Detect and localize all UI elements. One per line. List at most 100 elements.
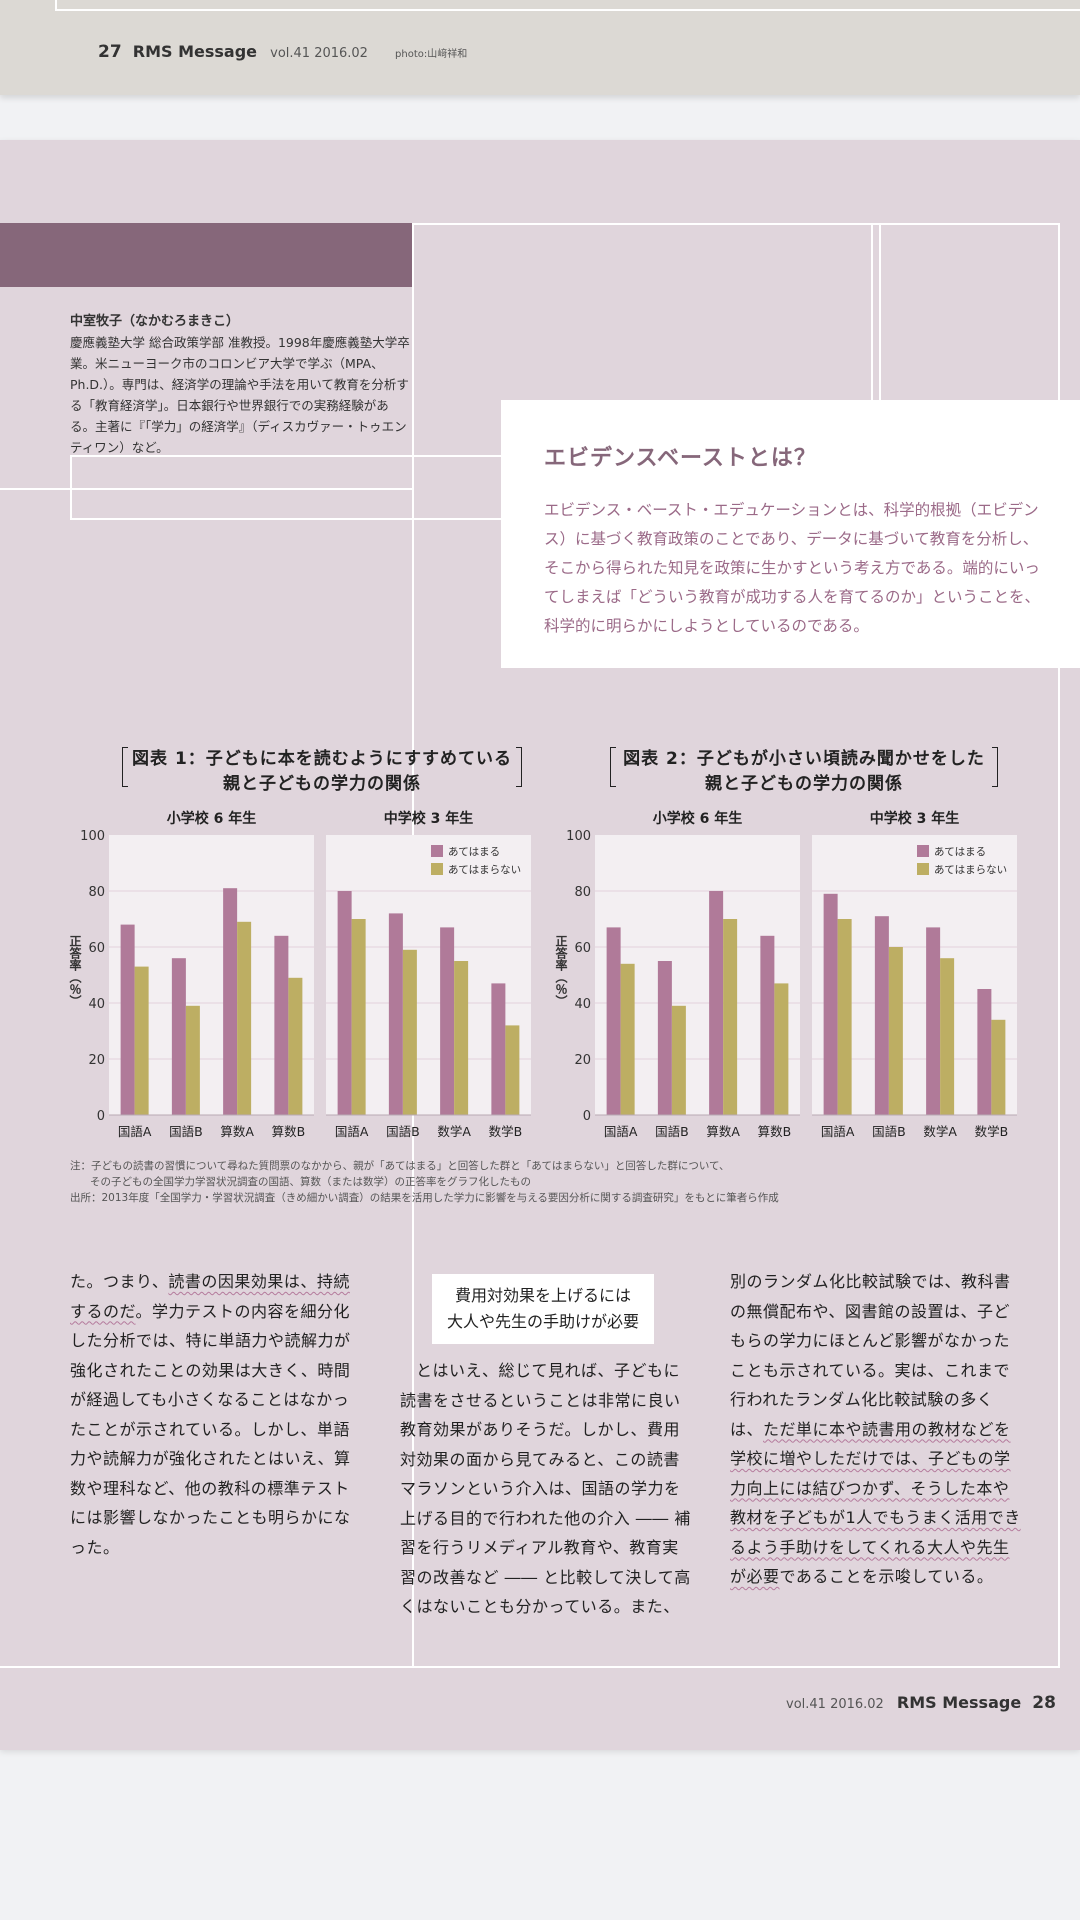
bar-no	[774, 983, 789, 1115]
col3-highlight: ただ単に本や読書用の教材などを学校に増やしただけでは、子どもの学力向上には結びつ…	[730, 1419, 1021, 1587]
y-tick-label: 60	[574, 941, 591, 956]
frame-line-left	[0, 287, 414, 490]
bracket-left	[122, 747, 128, 787]
bar-no	[185, 1005, 200, 1115]
category-label: 数学B	[489, 1124, 523, 1139]
y-tick-label: 100	[566, 829, 591, 844]
bar-no	[940, 958, 955, 1115]
category-label: 算数A	[220, 1124, 254, 1139]
bar-no	[723, 919, 738, 1115]
category-label: 数学A	[437, 1124, 471, 1139]
category-label: 国語A	[604, 1124, 638, 1139]
prev-page-number: 27	[98, 42, 122, 62]
prev-brand: RMS Message	[132, 42, 258, 61]
y-tick-label: 20	[574, 1053, 591, 1068]
bar-yes	[491, 983, 506, 1115]
legend-label-yes: あてはまる	[448, 846, 500, 858]
y-tick-label: 40	[88, 997, 105, 1012]
bar-yes	[337, 891, 352, 1115]
col1-highlight-2: するのだ	[70, 1301, 136, 1321]
bar-yes	[223, 888, 238, 1115]
legend-swatch-yes	[431, 845, 443, 857]
category-label: 数学A	[923, 1124, 957, 1139]
body-column-3: 別のランダム化比較試験では、教科書の無償配布や、図書館の設置は、子どもらの学力に…	[730, 1267, 1023, 1592]
category-label: 国語B	[872, 1124, 906, 1139]
bracket-right	[516, 747, 522, 787]
category-label: 国語B	[386, 1124, 420, 1139]
bar-yes	[760, 935, 775, 1115]
category-label: 国語B	[655, 1124, 689, 1139]
category-label: 数学B	[975, 1124, 1009, 1139]
category-label: 国語A	[118, 1124, 152, 1139]
category-label: 国語B	[169, 1124, 203, 1139]
bar-yes	[606, 927, 621, 1115]
col1-highlight-1: 読書の因果効果は、持続	[168, 1272, 350, 1291]
chart2-title: 図表 2：子どもが小さい頃読み聞かせをした 親と子どもの学力の関係	[610, 747, 998, 797]
bar-yes	[388, 913, 403, 1115]
y-tick-label: 80	[574, 885, 591, 900]
bar-no	[402, 949, 417, 1115]
note-line-3: 出所：2013年度「全国学力・学習状況調査（きめ細かい調査）の結果を活用した学力…	[70, 1192, 779, 1204]
evidence-box: エビデンスベーストとは？ エビデンス・ベースト・エデュケーションとは、科学的根拠…	[501, 400, 1080, 668]
category-label: 算数B	[758, 1124, 792, 1139]
legend-label-yes: あてはまる	[934, 846, 986, 858]
bar-yes	[171, 958, 186, 1115]
y-tick-label: 0	[583, 1109, 591, 1124]
panel-title: 中学校 3 年生	[384, 810, 474, 827]
note-line-2: その子どもの全国学力学習状況調査の国語、算数（または数学）の正答率をグラフ化した…	[90, 1176, 531, 1188]
frame-line-bottom	[0, 1520, 1060, 1668]
previous-page-band	[0, 0, 1080, 95]
bar-no	[620, 963, 635, 1115]
legend-swatch-no	[917, 863, 929, 875]
legend-label-no: あてはまらない	[934, 864, 1007, 876]
evidence-body: エビデンス・ベースト・エデュケーションとは、科学的根拠（エビデンス）に基づく教育…	[544, 501, 1041, 635]
header-color-bar	[0, 223, 412, 287]
page-footer: vol.41 2016.02 RMS Message 28	[786, 1693, 1056, 1713]
col3-text-a: 別のランダム化比較試験では、教科書の無償配布や、図書館の設置は、子どもらの学力に…	[730, 1272, 1011, 1439]
bar-no	[888, 947, 903, 1115]
y-tick-label: 60	[88, 941, 105, 956]
section-subheading: 費用対効果を上げるには 大人や先生の手助けが必要	[432, 1274, 654, 1344]
author-profile: 中室牧子（なかむろまきこ） 慶應義塾大学 総合政策学部 准教授。1998年慶應義…	[70, 311, 410, 458]
bar-yes	[120, 924, 135, 1115]
legend-swatch-no	[431, 863, 443, 875]
category-label: 国語A	[821, 1124, 855, 1139]
bar-no	[237, 921, 252, 1115]
footer-page-number: 28	[1032, 1693, 1056, 1713]
bar-yes	[926, 927, 941, 1115]
chart1-title: 図表 1：子どもに本を読むようにすすめている 親と子どもの学力の関係	[122, 747, 522, 797]
note-line-1: 注：子どもの読書の習慣について尋ねた質問票のなかから、親が「あてはまる」と回答し…	[70, 1160, 730, 1172]
category-label: 国語A	[335, 1124, 369, 1139]
frame-line-inner	[70, 455, 502, 520]
bar-yes	[709, 891, 724, 1115]
frame-line-vertical	[871, 223, 881, 403]
author-name: 中室牧子（なかむろまきこ）	[70, 314, 240, 329]
subheading-line2: 大人や先生の手助けが必要	[446, 1312, 639, 1331]
legend-swatch-yes	[917, 845, 929, 857]
col3-text-b: であることを示唆している。	[779, 1567, 994, 1586]
bar-no	[991, 1019, 1006, 1115]
bar-no	[351, 919, 366, 1115]
body-column-2: とはいえ、総じて見れば、子どもに読書をさせるということは非常に良い教育効果があり…	[400, 1361, 691, 1616]
chart2-title-line2: 親と子どもの学力の関係	[705, 774, 903, 794]
photo-credit: photo:山﨑祥和	[395, 49, 468, 60]
bar-yes	[440, 927, 455, 1115]
bracket-right	[992, 747, 998, 787]
bar-yes	[274, 935, 289, 1115]
previous-page-footer: 27 RMS Message vol.41 2016.02 photo:山﨑祥和	[98, 42, 467, 62]
y-tick-label: 40	[574, 997, 591, 1012]
y-tick-label: 20	[88, 1053, 105, 1068]
bar-no	[454, 961, 469, 1115]
category-label: 算数B	[272, 1124, 306, 1139]
chart2-title-line1: 図表 2：子どもが小さい頃読み聞かせをした	[623, 749, 985, 769]
bar-no	[505, 1025, 520, 1115]
col1-text-b: 。学力テストの内容を細分化した分析では、特に単語力や読解力が強化されたことの効果…	[70, 1301, 351, 1557]
y-tick-label: 80	[88, 885, 105, 900]
bar-yes	[874, 916, 889, 1115]
bar-yes	[977, 989, 992, 1115]
bracket-left	[610, 747, 616, 787]
y-axis-label: 正答率（％）	[68, 935, 82, 1007]
chart1-title-line1: 図表 1：子どもに本を読むようにすすめている	[132, 749, 512, 769]
footer-brand: RMS Message	[896, 1693, 1022, 1712]
